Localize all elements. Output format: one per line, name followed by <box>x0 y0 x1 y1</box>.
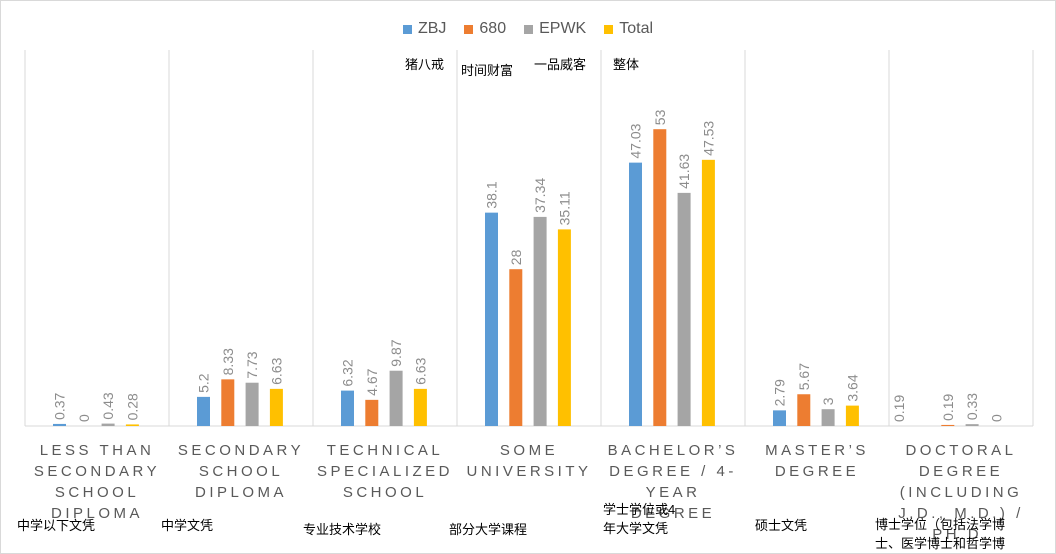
legend-cn-epwk: 一品威客 <box>534 57 587 72</box>
legend-cn-total: 整体 <box>613 57 640 72</box>
data-label-680-0: 0 <box>76 414 92 422</box>
category-label-cn-line: 专业技术学校 <box>303 522 382 537</box>
legend-label: Total <box>619 20 654 37</box>
category-label-2: Technical specialized school <box>316 442 454 501</box>
bar-epwk-3 <box>533 216 547 426</box>
data-label-epwk-1: 7.73 <box>244 351 260 378</box>
legend-item-epwk: EPWK <box>524 20 586 38</box>
legend-swatch <box>464 24 474 34</box>
bar-epwk-5 <box>821 409 835 426</box>
data-label-total-3: 35.11 <box>556 191 572 225</box>
legend-cn-zbj: 猪八戒 <box>405 57 445 72</box>
bar-total-4 <box>701 159 715 426</box>
data-label-zbj-4: 47.03 <box>628 123 644 158</box>
bar-zbj-0 <box>53 423 66 426</box>
bar-total-3 <box>557 229 571 426</box>
category-label-6: Doctoral degree (including J.D., M.D.) /… <box>898 442 1024 543</box>
bar-680-4 <box>653 129 667 426</box>
bar-total-2 <box>413 388 427 426</box>
bar-total-0 <box>125 424 139 426</box>
bar-680-3 <box>509 269 523 426</box>
bar-epwk-0 <box>101 423 115 426</box>
data-label-total-6: 0 <box>988 414 1004 422</box>
data-label-680-6: 0.19 <box>940 393 956 420</box>
data-label-epwk-2: 9.87 <box>388 339 404 366</box>
data-label-epwk-6: 0.33 <box>964 393 980 420</box>
bar-680-2 <box>365 399 379 426</box>
category-label-cn-line: 中学以下文凭 <box>17 518 96 533</box>
category-label-cn-line: 博士学位（包括法学博 <box>875 517 1006 532</box>
category-label-cn-6: 博士学位（包括法学博 士、医学博士和哲学博 <box>875 515 1005 553</box>
bar-680-6 <box>941 424 955 426</box>
bar-zbj-2 <box>341 390 354 426</box>
category-label-cn-line: 年大学文凭 <box>603 521 669 536</box>
bar-total-5 <box>845 405 859 426</box>
legend-label: 680 <box>479 20 507 37</box>
category-label-cn-2: 专业技术学校 <box>303 520 381 539</box>
category-label-cn-3: 部分大学课程 <box>449 520 527 539</box>
data-label-epwk-3: 37.34 <box>532 178 548 213</box>
category-label-1: Secondary school diploma <box>177 442 305 501</box>
category-label-cn-5: 硕士文凭 <box>755 516 807 535</box>
category-label-cn-line: 硕士文凭 <box>755 518 808 533</box>
data-label-epwk-4: 41.63 <box>676 154 692 189</box>
data-label-680-3: 28 <box>508 249 524 265</box>
data-label-680-5: 5.67 <box>796 363 812 390</box>
data-label-total-0: 0.28 <box>124 393 140 420</box>
data-label-zbj-1: 5.2 <box>196 373 212 393</box>
category-label-0: Less than secondary school diploma <box>33 442 161 522</box>
legend-label: ZBJ <box>417 20 447 37</box>
data-label-total-4: 47.53 <box>700 121 716 156</box>
data-label-zbj-5: 2.79 <box>772 379 788 406</box>
data-label-epwk-0: 0.43 <box>100 392 116 419</box>
legend-swatch <box>524 24 534 34</box>
data-label-total-1: 6.63 <box>268 357 284 384</box>
bar-epwk-6 <box>965 424 979 426</box>
data-label-total-5: 3.64 <box>844 374 860 401</box>
bar-zbj-1 <box>197 396 210 426</box>
category-label-cn-line: 中学文凭 <box>161 518 214 533</box>
data-label-680-2: 4.67 <box>364 368 380 395</box>
category-label-5: Master’s degree <box>765 442 869 480</box>
data-label-zbj-0: 0.37 <box>52 392 68 419</box>
category-label-3: Some university <box>466 442 592 480</box>
legend: ZBJ 680 EPWK Total <box>0 20 1056 38</box>
data-label-epwk-5: 3 <box>820 397 836 405</box>
legend-swatch <box>604 24 614 34</box>
data-label-zbj-2: 6.32 <box>340 359 356 386</box>
data-label-680-1: 8.33 <box>220 348 236 375</box>
legend-label: EPWK <box>539 20 587 37</box>
bar-epwk-1 <box>245 382 259 426</box>
bar-epwk-4 <box>677 192 691 426</box>
data-label-total-2: 6.63 <box>412 357 428 384</box>
bar-zbj-5 <box>773 410 786 426</box>
bar-680-5 <box>797 394 811 426</box>
category-label-cn-0: 中学以下文凭 <box>17 516 95 535</box>
legend-cn-680: 时间财富 <box>461 63 514 78</box>
bar-total-1 <box>269 388 283 426</box>
category-label-cn-line: 士、医学博士和哲学博 <box>875 536 1006 551</box>
legend-swatch <box>402 24 412 34</box>
category-label-cn-line: 学士学位或4 <box>603 502 676 517</box>
bar-zbj-4 <box>629 162 642 426</box>
data-label-extra-6: 0.19 <box>891 395 907 422</box>
category-label-cn-line: 部分大学课程 <box>449 522 528 537</box>
bar-680-1 <box>221 379 235 426</box>
legend-item-zbj: ZBJ <box>402 20 447 38</box>
bar-zbj-3 <box>485 212 498 426</box>
bar-epwk-2 <box>389 370 403 426</box>
data-label-680-4: 53 <box>652 109 668 125</box>
category-label-4: Bachelor’s degree / 4-year degree <box>607 442 739 522</box>
legend-item-680: 680 <box>464 20 506 38</box>
legend-item-total: Total <box>604 20 653 38</box>
category-label-cn-4: 学士学位或4 年大学文凭 <box>603 500 675 538</box>
category-label-cn-1: 中学文凭 <box>161 516 213 535</box>
data-label-zbj-3: 38.1 <box>484 181 500 208</box>
